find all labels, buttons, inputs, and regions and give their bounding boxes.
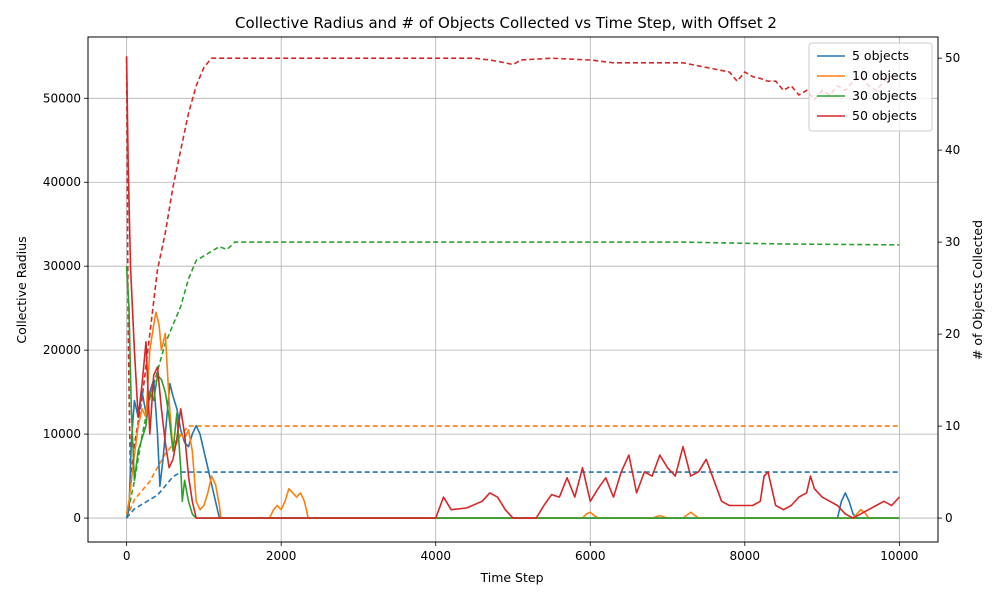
y-right-tick-label: 40 — [945, 143, 960, 157]
plot-frame — [87, 36, 939, 543]
y-left-tick-label: 10000 — [43, 427, 81, 441]
x-tick-label: 10000 — [880, 549, 918, 563]
y-right-tick-label: 50 — [945, 51, 960, 65]
y-left-tick-label: 0 — [73, 511, 81, 525]
x-axis-label: Time Step — [479, 570, 543, 585]
legend-label: 50 objects — [852, 108, 917, 123]
legend-label: 10 objects — [852, 68, 917, 83]
y-left-tick-label: 50000 — [43, 91, 81, 105]
collected-line-series-4 — [125, 57, 900, 482]
collected-line-series-2 — [125, 425, 900, 519]
legend: 5 objects 10 objects 30 objects 50 objects — [808, 42, 933, 132]
y-axis-left-label: Collective Radius — [14, 236, 29, 343]
collected-line-series-3 — [125, 241, 900, 519]
axis-ticks: 0 2000 4000 6000 8000 10000 0 10000 20000 30000 40… — [43, 51, 960, 563]
x-tick-label: 6000 — [575, 549, 606, 563]
series-lines — [125, 56, 900, 519]
x-tick-label: 4000 — [420, 549, 451, 563]
radius-line-series-3 — [125, 266, 900, 519]
y-right-tick-label: 0 — [945, 511, 953, 525]
legend-box — [808, 42, 933, 132]
x-tick-label: 0 — [123, 549, 131, 563]
y-right-tick-label: 20 — [945, 327, 960, 341]
x-tick-label: 2000 — [266, 549, 297, 563]
y-left-tick-label: 30000 — [43, 259, 81, 273]
legend-label: 5 objects — [852, 48, 909, 63]
y-right-tick-label: 30 — [945, 235, 960, 249]
chart-title: Collective Radius and # of Objects Colle… — [235, 14, 777, 32]
y-left-tick-label: 20000 — [43, 343, 81, 357]
radius-line-series-2 — [125, 311, 900, 519]
legend-label: 30 objects — [852, 88, 917, 103]
radius-line-series-4 — [125, 56, 900, 519]
radius-line-series-1 — [125, 378, 900, 519]
collected-line-series-1 — [125, 471, 900, 519]
y-right-tick-label: 10 — [945, 419, 960, 433]
x-tick-label: 8000 — [730, 549, 761, 563]
y-left-tick-label: 40000 — [43, 175, 81, 189]
y-axis-right-label: # of Objects Collected — [970, 220, 985, 360]
